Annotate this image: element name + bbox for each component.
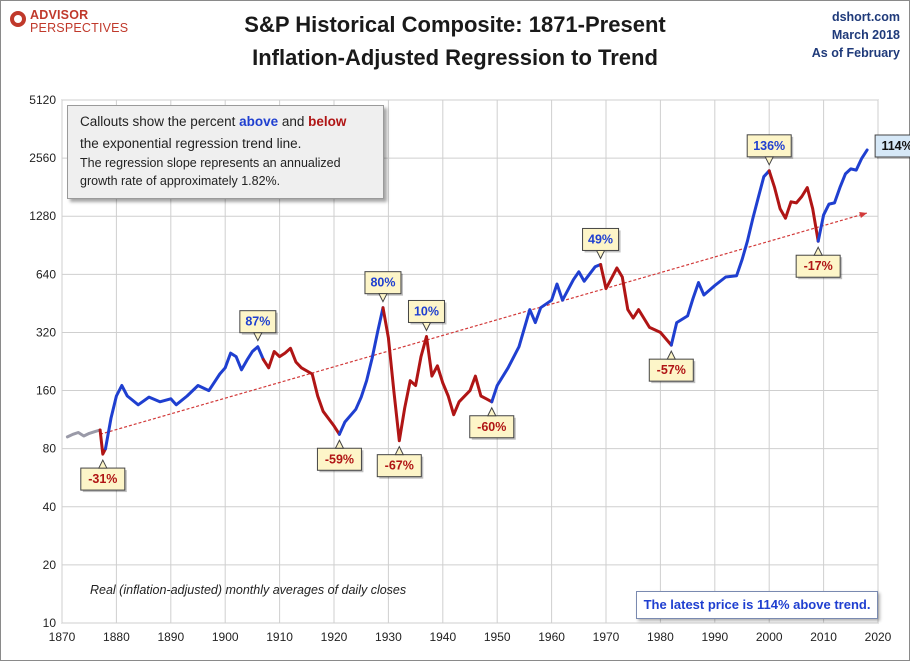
advisor-perspectives-logo: ADVISOR PERSPECTIVES <box>8 8 168 38</box>
series-segment-below <box>381 306 494 443</box>
footnote: Real (inflation-adjusted) monthly averag… <box>90 583 407 597</box>
latest-price-note: The latest price is 114% above trend. <box>636 591 878 619</box>
callout-label: 87% <box>245 315 270 329</box>
y-tick-label: 10 <box>43 616 57 630</box>
y-tick-label: 20 <box>43 558 57 572</box>
explainer-line1: Callouts show the percent above and belo… <box>80 114 346 129</box>
x-tick-label: 2010 <box>810 630 837 644</box>
callout-pointer <box>595 249 606 260</box>
x-tick-label: 1900 <box>212 630 239 644</box>
source-asof: As of February <box>811 46 900 60</box>
x-tick-label: 1930 <box>375 630 402 644</box>
series-segment-below <box>767 169 820 243</box>
y-tick-label: 40 <box>43 500 57 514</box>
x-tick-label: 1890 <box>157 630 184 644</box>
callout-pointer <box>394 445 405 456</box>
series-segment-early <box>65 428 102 439</box>
callout-label: -17% <box>804 259 833 273</box>
explainer-text: Callouts show the percent <box>80 114 240 129</box>
source-site: dshort.com <box>831 10 900 24</box>
x-tick-label: 1940 <box>429 630 456 644</box>
callout-pointer <box>378 293 388 303</box>
explainer-below: below <box>308 114 347 129</box>
callout-label: -31% <box>88 472 117 486</box>
series-segment-above <box>816 148 869 243</box>
series-segment-below <box>599 263 673 347</box>
y-tick-label: 80 <box>43 442 57 456</box>
x-tick-label: 2020 <box>865 630 892 644</box>
logo-line1: ADVISOR <box>30 8 89 22</box>
callout-label: 49% <box>588 232 613 246</box>
source-block: dshort.com March 2018 As of February <box>812 8 900 62</box>
callout-label: 80% <box>370 276 395 290</box>
explainer-line3: The regression slope represents an annua… <box>80 156 341 170</box>
callout-pointer <box>486 406 497 417</box>
callout-label: -57% <box>657 363 686 377</box>
callout-pointer <box>334 439 345 449</box>
callout-label: 136% <box>753 139 785 153</box>
chart-title: S&P Historical Composite: 1871-Present <box>244 12 666 37</box>
callout-box <box>874 134 910 158</box>
series-segment-above <box>337 306 385 436</box>
x-tick-label: 2000 <box>756 630 783 644</box>
x-tick-label: 1970 <box>593 630 620 644</box>
y-tick-label: 5120 <box>29 93 56 107</box>
explainer-line4: growth rate of approximately 1.82%. <box>80 174 281 188</box>
y-tick-label: 1280 <box>29 209 56 223</box>
x-tick-label: 1990 <box>701 630 728 644</box>
callout-label: -59% <box>325 452 354 466</box>
x-tick-label: 1960 <box>538 630 565 644</box>
y-tick-label: 2560 <box>29 151 56 165</box>
logo-mark-icon <box>10 11 26 27</box>
series-segment-above <box>104 345 265 451</box>
callout-label: 10% <box>414 304 439 318</box>
y-tick-label: 640 <box>36 267 56 281</box>
x-tick-label: 1980 <box>647 630 674 644</box>
x-tick-label: 1950 <box>484 630 511 644</box>
callout-pointer <box>666 350 677 360</box>
y-tick-label: 320 <box>36 325 56 339</box>
callout-label: -60% <box>477 420 506 434</box>
series-segment-above <box>490 263 603 404</box>
callout-label: -67% <box>385 459 414 473</box>
x-tick-label: 1910 <box>266 630 293 644</box>
source-date: March 2018 <box>831 28 900 42</box>
callout-pointer <box>764 156 775 166</box>
x-tick-label: 1920 <box>321 630 348 644</box>
explainer-text: and <box>278 114 309 129</box>
series-segment-above <box>669 169 771 347</box>
callout-pointer <box>813 246 823 256</box>
series-segment-below <box>98 428 107 456</box>
y-tick-label: 160 <box>36 384 56 398</box>
x-tick-label: 1870 <box>49 630 76 644</box>
trend-arrowhead <box>859 212 868 219</box>
callout-explainer-box: Callouts show the percent above and belo… <box>67 105 384 199</box>
explainer-line2: the exponential regression trend line. <box>80 136 302 151</box>
callout-pointer <box>253 332 263 342</box>
trend-line <box>99 212 868 435</box>
chart-subtitle: Inflation-Adjusted Regression to Trend <box>252 45 658 70</box>
callout-label: 114% <box>881 139 910 153</box>
series-segment-below <box>261 346 341 436</box>
callout-pointer <box>97 458 108 469</box>
callout-pointer <box>421 321 432 332</box>
logo-line2: PERSPECTIVES <box>30 21 129 35</box>
explainer-above: above <box>239 114 279 129</box>
x-tick-label: 1880 <box>103 630 130 644</box>
